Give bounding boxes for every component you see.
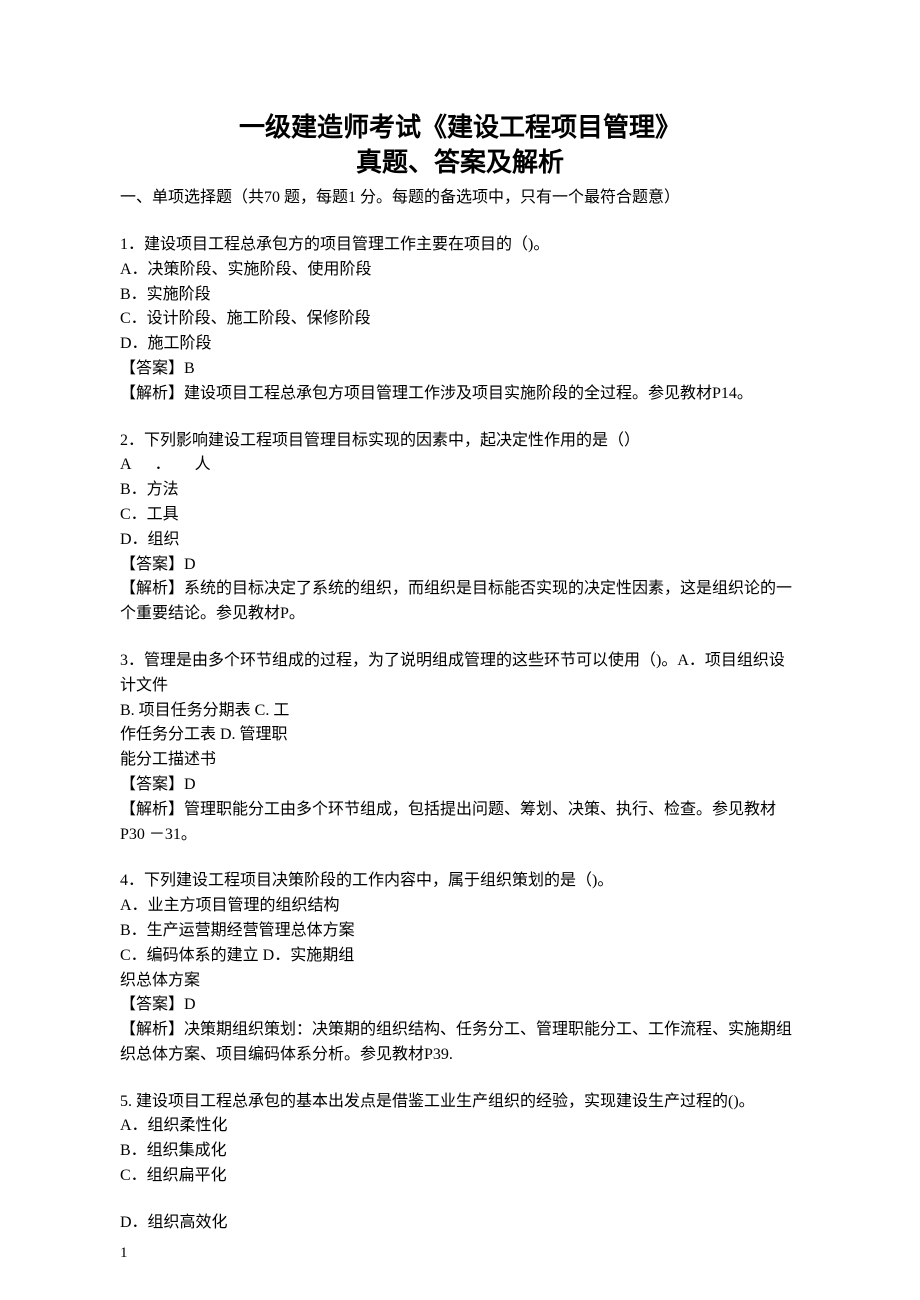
question-line: 4．下列建设工程项目决策阶段的工作内容中，属于组织策划的是（)。 xyxy=(120,869,800,894)
question-line: A ． 人 xyxy=(120,453,800,478)
question-block: 5. 建设项目工程总承包的基本出发点是借鉴工业生产组织的经验，实现建设生产过程的… xyxy=(120,1090,800,1189)
title-line-2: 真题、答案及解析 xyxy=(356,147,564,177)
question-line: B．组织集成化 xyxy=(120,1139,800,1164)
question-line: 【解析】系统的目标决定了系统的组织，而组织是目标能否实现的决定性因素，这是组织论… xyxy=(120,577,800,627)
question-block: 3．管理是由多个环节组成的过程，为了说明组成管理的这些环节可以使用（)。A．项目… xyxy=(120,649,800,847)
question-line: 【答案】D xyxy=(120,773,800,798)
question-line: 织总体方案 xyxy=(120,969,800,994)
question-line: 3．管理是由多个环节组成的过程，为了说明组成管理的这些环节可以使用（)。A．项目… xyxy=(120,649,800,699)
question-line: 1．建设项目工程总承包方的项目管理工作主要在项目的（)。 xyxy=(120,233,800,258)
question-line: B．实施阶段 xyxy=(120,283,800,308)
question-line: 【答案】B xyxy=(120,357,800,382)
question-block: 2．下列影响建设工程项目管理目标实现的因素中，起决定性作用的是（）A ． 人B．… xyxy=(120,429,800,627)
question-line: D．施工阶段 xyxy=(120,332,800,357)
question-line: 【答案】D xyxy=(120,993,800,1018)
questions-container: 1．建设项目工程总承包方的项目管理工作主要在项目的（)。A．决策阶段、实施阶段、… xyxy=(120,233,800,1236)
question-line: C．组织扁平化 xyxy=(120,1164,800,1189)
question-line: D．组织高效化 xyxy=(120,1211,800,1236)
question-line: 作任务分工表 D. 管理职 xyxy=(120,723,800,748)
question-line: 能分工描述书 xyxy=(120,748,800,773)
question-line: 【解析】决策期组织策划：决策期的组织结构、任务分工、管理职能分工、工作流程、实施… xyxy=(120,1018,800,1068)
question-block: D．组织高效化 xyxy=(120,1211,800,1236)
question-line: D．组织 xyxy=(120,528,800,553)
question-line: 5. 建设项目工程总承包的基本出发点是借鉴工业生产组织的经验，实现建设生产过程的… xyxy=(120,1090,800,1115)
question-line: 【解析】建设项目工程总承包方项目管理工作涉及项目实施阶段的全过程。参见教材P14… xyxy=(120,382,800,407)
question-line: B．生产运营期经营管理总体方案 xyxy=(120,919,800,944)
question-line: A．业主方项目管理的组织结构 xyxy=(120,894,800,919)
question-line: 2．下列影响建设工程项目管理目标实现的因素中，起决定性作用的是（） xyxy=(120,429,800,454)
document-page: 一级建造师考试《建设工程项目管理》 真题、答案及解析 一、单项选择题（共70 题… xyxy=(0,0,920,1300)
question-line: C．设计阶段、施工阶段、保修阶段 xyxy=(120,307,800,332)
document-title: 一级建造师考试《建设工程项目管理》 真题、答案及解析 xyxy=(120,110,800,180)
question-line: B．方法 xyxy=(120,478,800,503)
question-line: 【答案】D xyxy=(120,553,800,578)
question-line: 【解析】管理职能分工由多个环节组成，包括提出问题、筹划、决策、执行、检查。参见教… xyxy=(120,798,800,848)
question-line: C．工具 xyxy=(120,503,800,528)
question-line: C．编码体系的建立 D．实施期组 xyxy=(120,944,800,969)
question-line: B. 项目任务分期表 C. 工 xyxy=(120,699,800,724)
question-line: A．决策阶段、实施阶段、使用阶段 xyxy=(120,258,800,283)
question-block: 4．下列建设工程项目决策阶段的工作内容中，属于组织策划的是（)。A．业主方项目管… xyxy=(120,869,800,1067)
question-block: 1．建设项目工程总承包方的项目管理工作主要在项目的（)。A．决策阶段、实施阶段、… xyxy=(120,233,800,407)
title-line-1: 一级建造师考试《建设工程项目管理》 xyxy=(239,112,681,142)
page-number: 1 xyxy=(120,1245,128,1262)
question-line: A．组织柔性化 xyxy=(120,1114,800,1139)
section-header: 一、单项选择题（共70 题，每题1 分。每题的备选项中，只有一个最符合题意） xyxy=(120,186,800,211)
